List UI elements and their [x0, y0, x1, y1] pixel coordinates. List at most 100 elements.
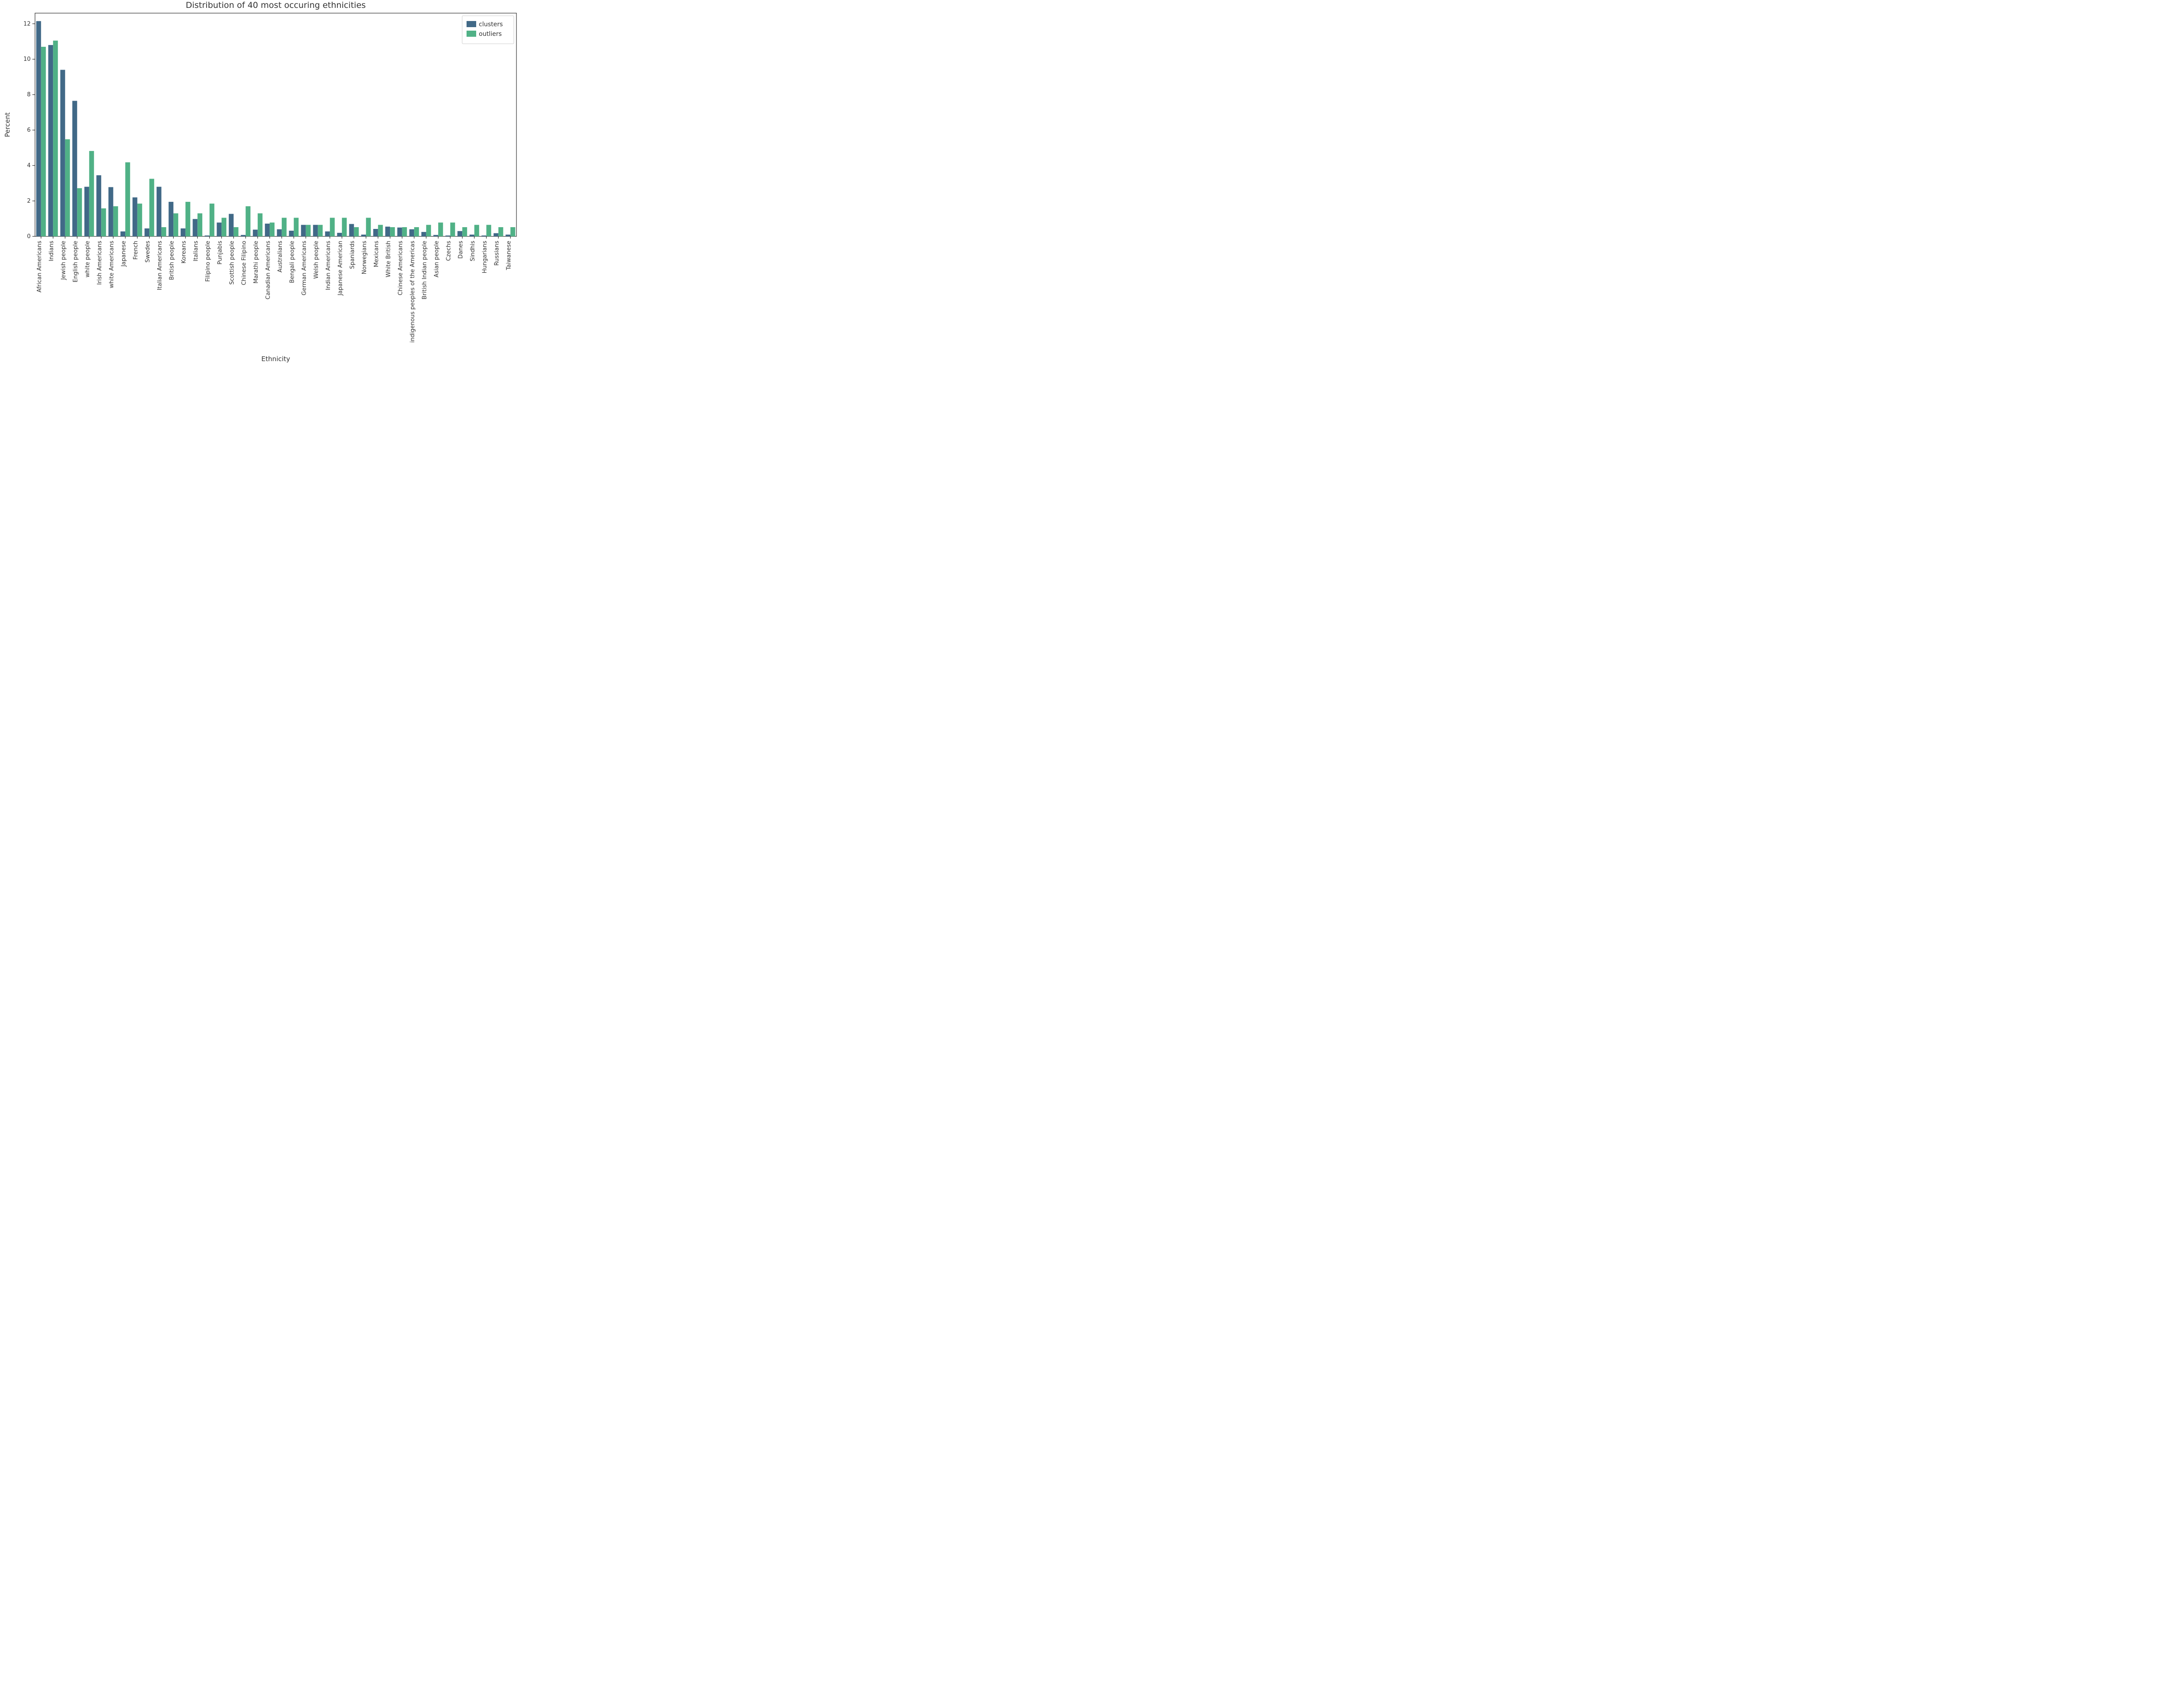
- bar-outliers: [197, 213, 202, 236]
- bar-clusters: [325, 232, 330, 236]
- bar-clusters: [144, 228, 149, 236]
- bar-outliers: [510, 227, 515, 236]
- x-tick-label: Mexicans: [373, 241, 380, 267]
- y-tick-label: 10: [23, 56, 31, 63]
- x-tick-label: French: [133, 241, 139, 260]
- bar-outliers: [450, 222, 455, 236]
- bar-clusters: [48, 45, 53, 236]
- x-tick-label: Australians: [277, 241, 284, 273]
- x-tick-label: Welsh people: [313, 241, 319, 279]
- x-tick-label: Chinese Americans: [397, 241, 404, 295]
- bar-outliers: [53, 41, 58, 236]
- x-tick-label: English people: [72, 241, 79, 282]
- bar-clusters: [373, 229, 378, 236]
- bar-outliers: [101, 208, 106, 236]
- y-axis-label: Percent: [4, 112, 11, 137]
- x-tick-label: white people: [84, 241, 91, 278]
- bar-clusters: [481, 235, 486, 236]
- bar-outliers: [390, 227, 395, 236]
- bar-outliers: [414, 227, 419, 236]
- bar-clusters: [109, 187, 113, 236]
- bar-clusters: [241, 235, 246, 236]
- bar-outliers: [41, 47, 46, 236]
- bar-clusters: [457, 231, 462, 236]
- bar-clusters: [60, 70, 65, 236]
- bar-outliers: [402, 227, 407, 236]
- y-tick-label: 4: [27, 162, 31, 169]
- bar-clusters: [446, 235, 450, 236]
- bar-clusters: [397, 228, 402, 236]
- y-tick-label: 12: [23, 21, 31, 27]
- y-tick-label: 8: [27, 91, 31, 98]
- bar-clusters: [494, 233, 498, 236]
- y-tick-label: 0: [27, 233, 31, 240]
- bar-outliers: [366, 218, 371, 237]
- bar-outliers: [77, 188, 82, 236]
- bar-clusters: [217, 222, 221, 236]
- bar-outliers: [294, 218, 298, 237]
- bar-outliers: [173, 213, 178, 236]
- x-tick-label: Italians: [193, 241, 199, 261]
- bar-outliers: [486, 225, 491, 236]
- bar-clusters: [120, 232, 125, 236]
- legend-swatch: [467, 31, 476, 37]
- x-tick-label: Canadian Americans: [265, 241, 271, 299]
- bar-clusters: [421, 232, 426, 236]
- bar-outliers: [234, 227, 239, 236]
- x-tick-label: Marathi people: [253, 241, 260, 284]
- x-tick-label: Russians: [494, 241, 500, 266]
- x-tick-label: Norwegians: [361, 241, 368, 274]
- bar-outliers: [498, 227, 503, 236]
- bar-outliers: [270, 222, 274, 236]
- x-tick-label: Taiwanese: [506, 241, 512, 271]
- x-axis-label: Ethnicity: [261, 355, 290, 363]
- bar-clusters: [409, 229, 414, 236]
- x-tick-label: White British: [385, 241, 392, 278]
- bar-outliers: [186, 202, 190, 236]
- x-tick-label: Swedes: [144, 241, 151, 263]
- x-tick-label: white Americans: [109, 241, 115, 288]
- x-tick-label: Koreans: [181, 241, 187, 264]
- bar-outliers: [161, 227, 166, 236]
- x-tick-label: Japanese: [120, 241, 127, 267]
- bar-clusters: [470, 235, 474, 236]
- bar-clusters: [313, 225, 318, 236]
- y-tick-label: 2: [27, 198, 31, 204]
- bar-outliers: [438, 222, 443, 236]
- x-tick-label: British Indian people: [421, 241, 428, 299]
- x-tick-label: British people: [169, 241, 175, 280]
- bar-clusters: [265, 224, 270, 236]
- bar-clusters: [301, 225, 306, 236]
- bar-clusters: [361, 235, 366, 236]
- bar-clusters: [433, 235, 438, 236]
- x-tick-label: Czechs: [446, 241, 452, 261]
- x-tick-label: indigenous peoples of the Americas: [409, 241, 416, 343]
- bar-clusters: [96, 175, 101, 236]
- bar-clusters: [157, 187, 161, 236]
- x-tick-label: Scottish people: [229, 241, 235, 285]
- bar-outliers: [137, 204, 142, 236]
- x-tick-label: Sindhis: [470, 241, 476, 261]
- x-tick-label: Bengali people: [289, 241, 295, 283]
- x-tick-label: Hungarians: [481, 241, 488, 274]
- chart-title: Distribution of 40 most occuring ethnici…: [186, 0, 365, 10]
- x-tick-label: Indian Americans: [325, 241, 332, 290]
- ethnicity-bar-chart: Distribution of 40 most occuring ethnici…: [0, 0, 523, 410]
- x-tick-label: Indians: [48, 241, 55, 261]
- x-tick-label: Japanese American: [337, 241, 344, 296]
- bar-clusters: [72, 101, 77, 236]
- bar-outliers: [342, 218, 347, 237]
- bar-outliers: [306, 225, 311, 236]
- y-tick-label: 6: [27, 127, 31, 134]
- x-tick-label: Asian people: [433, 241, 440, 278]
- bar-clusters: [385, 227, 390, 236]
- bar-clusters: [277, 229, 282, 236]
- legend: clustersoutliers: [462, 16, 514, 44]
- bar-outliers: [149, 179, 154, 236]
- bar-outliers: [426, 225, 431, 236]
- legend-label: clusters: [479, 21, 503, 28]
- bar-outliers: [221, 218, 226, 237]
- x-tick-label: German Americans: [301, 241, 308, 295]
- bar-clusters: [349, 224, 354, 236]
- bar-outliers: [282, 218, 287, 237]
